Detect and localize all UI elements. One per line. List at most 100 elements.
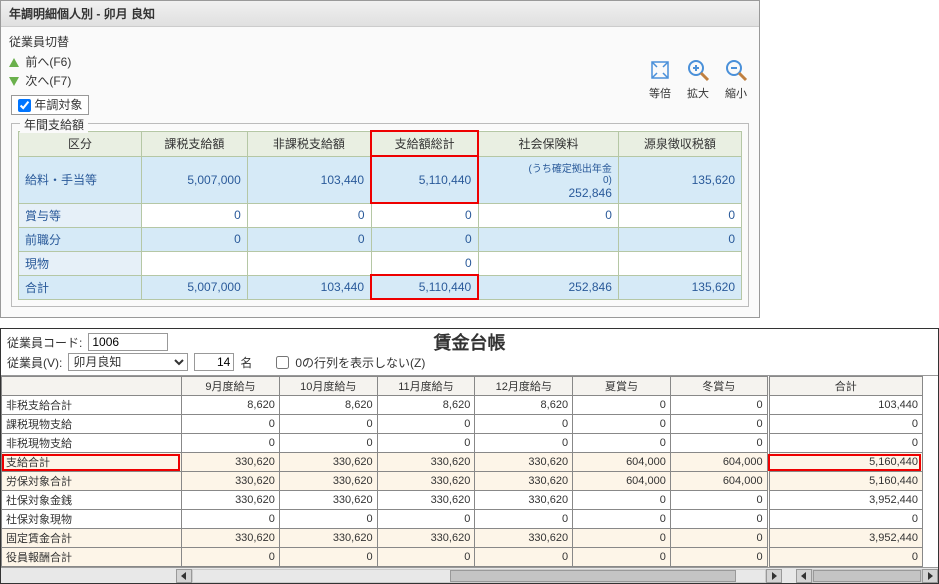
scroll-left-button-2[interactable] [796,569,812,583]
annual-row: 前職分0000 [19,227,742,251]
annual-cell: 5,110,440 [371,275,478,299]
ledger-cell: 0 [182,434,280,453]
zoom-in-label: 拡大 [685,85,711,101]
ledger-cell: 604,000 [670,453,768,472]
employee-switch-label: 従業員切替 [9,33,71,50]
zoom-out-label: 縮小 [723,85,749,101]
annual-row: 給料・手当等5,007,000103,4405,110,440(うち確定拠出年金… [19,156,742,203]
annual-cell: 5,110,440 [371,156,478,203]
scroll-left-button[interactable] [176,569,192,583]
ledger-cell: 0 [377,548,475,567]
emp-count-input[interactable] [194,353,234,371]
ledger-cell: 0 [670,510,768,529]
annual-cell: 5,007,000 [142,275,248,299]
ledger-cell: 330,620 [377,491,475,510]
scroll-track-total[interactable] [812,569,922,583]
hide-zero-checkbox[interactable] [276,356,289,369]
emp-count-suffix: 名 [240,354,252,371]
ledger-cell: 0 [670,396,768,415]
h-scrollbar[interactable] [1,567,938,583]
ledger-row-label: 社保対象金銭 [2,491,182,510]
ledger-cell: 0 [377,434,475,453]
ledger-cell: 8,620 [182,396,280,415]
ledger-cell: 0 [573,529,671,548]
annual-cell: 0 [618,203,741,227]
ledger-cell: 0 [475,548,573,567]
annual-header: 非課税支給額 [247,131,371,156]
prev-button[interactable]: 前へ(F6) [9,52,71,71]
fit-button[interactable]: 等倍 [647,57,673,101]
ledger-cell: 330,620 [377,453,475,472]
annual-row: 賞与等00000 [19,203,742,227]
annual-cell [142,251,248,275]
fit-icon [647,57,673,83]
ledger-cell: 0 [182,548,280,567]
scroll-right-button[interactable] [766,569,782,583]
target-checkbox-label[interactable]: 年調対象 [11,95,89,115]
annual-row-label: 給料・手当等 [19,156,142,203]
ledger-header: 10月度給与 [279,377,377,396]
ledger-header: 合計 [768,377,922,396]
detail-panel: 年調明細個人別 - 卯月 良知 従業員切替 前へ(F6) 次へ(F7) 等倍 [0,0,760,318]
ledger-cell: 0 [279,415,377,434]
ledger-cell: 330,620 [475,529,573,548]
ledger-table: 9月度給与10月度給与11月度給与12月度給与夏賞与冬賞与合計非税支給合計8,6… [1,376,923,567]
annual-cell: 5,007,000 [142,156,248,203]
annual-cell: 0 [371,251,478,275]
arrow-up-icon [9,58,19,67]
ledger-cell: 3,952,440 [768,529,922,548]
ledger-cell: 604,000 [670,472,768,491]
target-checkbox[interactable] [18,99,31,112]
ledger-cell: 0 [573,415,671,434]
ledger-row: 役員報酬合計0000000 [2,548,923,567]
ledger-cell: 0 [377,510,475,529]
ledger-cell: 8,620 [475,396,573,415]
annual-cell: 0 [478,203,618,227]
ledger-cell: 0 [182,510,280,529]
ledger-row-label: 役員報酬合計 [2,548,182,567]
annual-row: 現物0 [19,251,742,275]
ledger-row: 非税支給合計8,6208,6208,6208,62000103,440 [2,396,923,415]
ledger-cell: 0 [573,434,671,453]
annual-cell: (うち確定拠出年金0)252,846 [478,156,618,203]
ledger-cell: 604,000 [573,453,671,472]
ledger-header: 冬賞与 [670,377,768,396]
ledger-cell: 0 [573,510,671,529]
next-button[interactable]: 次へ(F7) [9,71,71,90]
emp-select[interactable]: 卯月良知 [68,353,188,371]
zoom-in-button[interactable]: 拡大 [685,57,711,101]
ledger-cell: 330,620 [279,491,377,510]
ledger-row-label: 社保対象現物 [2,510,182,529]
ledger-cell: 0 [670,491,768,510]
emp-code-input[interactable] [88,333,168,351]
annual-header: 課税支給額 [142,131,248,156]
ledger-cell: 0 [670,548,768,567]
ledger-row-label: 非税支給合計 [2,396,182,415]
annual-header: 区分 [19,131,142,156]
ledger-cell: 0 [768,415,922,434]
ledger-cell: 330,620 [182,472,280,491]
ledger-cell: 0 [768,548,922,567]
annual-cell: 0 [371,203,478,227]
zoom-out-button[interactable]: 縮小 [723,57,749,101]
annual-header: 源泉徴収税額 [618,131,741,156]
annual-row: 合計5,007,000103,4405,110,440252,846135,62… [19,275,742,299]
arrow-down-icon [9,77,19,86]
ledger-header-blank [2,377,182,396]
ledger-row-label: 非税現物支給 [2,434,182,453]
ledger-panel: 賃金台帳 従業員コード: 従業員(V): 卯月良知 名 0の行列を表示しない(Z… [0,328,939,584]
annual-cell: 252,846 [478,275,618,299]
ledger-header: 9月度給与 [182,377,280,396]
scroll-track-main[interactable] [192,569,766,583]
annual-row-label: 賞与等 [19,203,142,227]
ledger-row: 社保対象現物0000000 [2,510,923,529]
scroll-right-button-2[interactable] [922,569,938,583]
annual-cell: 135,620 [618,275,741,299]
ledger-row-label: 労保対象合計 [2,472,182,491]
annual-cell [478,227,618,251]
ledger-header: 夏賞与 [573,377,671,396]
ledger-cell: 103,440 [768,396,922,415]
ledger-cell: 0 [475,510,573,529]
ledger-cell: 0 [670,529,768,548]
ledger-cell: 330,620 [279,472,377,491]
